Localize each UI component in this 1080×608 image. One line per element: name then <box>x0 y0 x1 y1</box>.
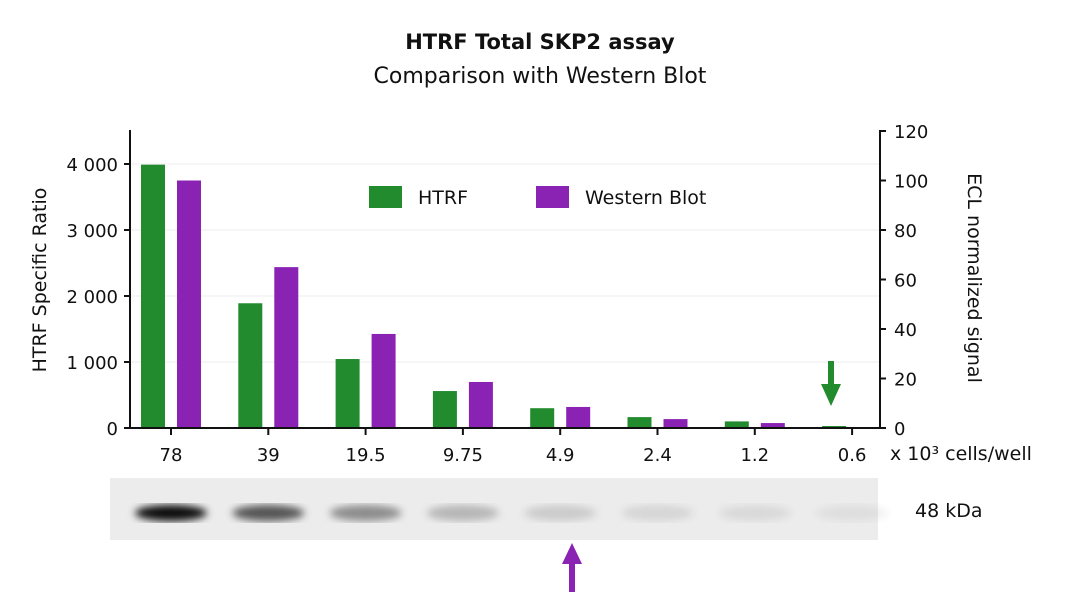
y2-tick-label: 120 <box>894 122 928 143</box>
bar-htrf-9.75 <box>432 391 457 428</box>
blot-band <box>135 505 207 521</box>
legend-label-western-blot: Western Blot <box>585 187 706 209</box>
bar-western-blot-9.75 <box>468 381 493 428</box>
htrf-limit-arrow-icon <box>821 361 841 406</box>
bar-htrf-39 <box>238 303 263 428</box>
bar-htrf-1.2 <box>724 421 749 428</box>
x-tick-label: 2.4 <box>643 445 672 466</box>
bar-htrf-4.9 <box>530 408 555 428</box>
x-tick-label: 19.5 <box>346 445 386 466</box>
y2-tick-label: 40 <box>894 320 917 341</box>
bar-western-blot-19.5 <box>371 333 396 428</box>
bar-htrf-19.5 <box>335 359 360 428</box>
western-blot-image <box>110 478 889 540</box>
y2-tick-label: 0 <box>894 419 905 440</box>
y-tick-label: 0 <box>107 419 118 440</box>
x-tick-label: 9.75 <box>443 445 483 466</box>
y2-axis-label: ECL normalized signal <box>963 173 985 383</box>
y2-tick-label: 60 <box>894 271 917 292</box>
blot-band <box>232 505 305 521</box>
blot-band <box>718 505 791 521</box>
y-axis-label: HTRF Specific Ratio <box>29 188 51 373</box>
x-tick-label: 0.6 <box>838 445 867 466</box>
blot-band <box>329 505 402 521</box>
bar-western-blot-1.2 <box>760 423 785 428</box>
chart-title: HTRF Total SKP2 assay <box>405 30 675 54</box>
bar-western-blot-78 <box>177 180 201 428</box>
legend-label-htrf: HTRF <box>418 187 468 209</box>
y2-tick-label: 20 <box>894 370 917 391</box>
bar-htrf-2.4 <box>627 417 652 428</box>
legend-swatch-western-blot <box>536 186 569 208</box>
y2-tick-label: 100 <box>894 172 928 193</box>
x-tick-label: 4.9 <box>546 445 575 466</box>
blot-band <box>621 505 694 521</box>
bar-western-blot-2.4 <box>663 419 688 428</box>
blot-band-label: 48 kDa <box>915 500 983 522</box>
blot-band <box>426 505 499 521</box>
wb-limit-arrow-icon <box>562 543 582 592</box>
chart-subtitle: Comparison with Western Blot <box>373 64 707 89</box>
x-axis-label: x 10³ cells/well <box>890 443 1032 465</box>
legend-swatch-htrf <box>369 186 402 208</box>
blot-band <box>524 505 597 521</box>
bar-htrf-78 <box>141 164 165 428</box>
legend: HTRF Western Blot <box>369 186 706 209</box>
y-tick-label: 4 000 <box>66 155 118 176</box>
x-tick-label: 1.2 <box>740 445 769 466</box>
x-tick-label: 39 <box>257 445 280 466</box>
blot-band <box>816 505 889 521</box>
y2-tick-label: 80 <box>894 221 917 242</box>
bar-western-blot-39 <box>274 267 299 428</box>
y-tick-label: 3 000 <box>66 221 118 242</box>
bar-western-blot-4.9 <box>566 406 591 428</box>
y-tick-label: 2 000 <box>66 287 118 308</box>
y-tick-label: 1 000 <box>66 353 118 374</box>
x-tick-label: 78 <box>160 445 183 466</box>
